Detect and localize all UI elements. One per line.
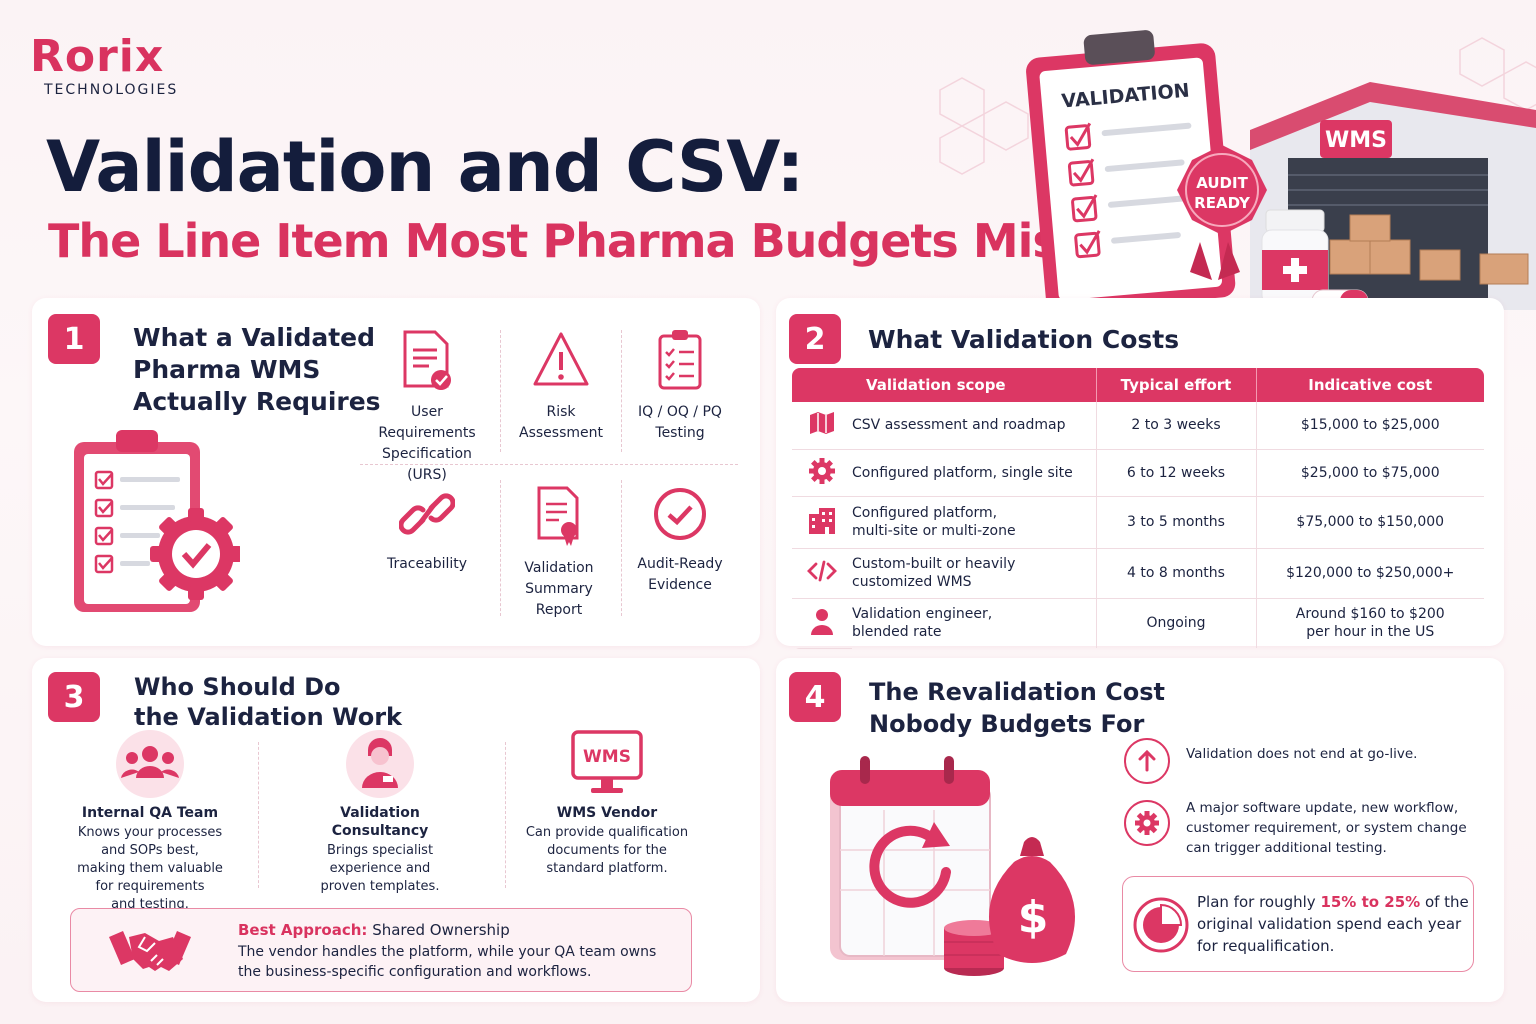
- plan-highlight: 15% to 25%: [1320, 893, 1421, 911]
- plan-box: Plan for roughly 15% to 25% of the origi…: [1122, 876, 1474, 972]
- who-consultancy: Validation Consultancy Brings specialist…: [295, 728, 465, 896]
- best-approach-box: Best Approach: Shared Ownership The vend…: [70, 908, 692, 992]
- badge-line2: READY: [1194, 194, 1251, 212]
- link-icon: [399, 493, 455, 535]
- certificate-icon: [537, 486, 579, 546]
- team-icon: [116, 730, 184, 798]
- col-header-cost: Indicative cost: [1255, 368, 1484, 402]
- page-title: Validation and CSV:: [46, 126, 804, 208]
- col-header-scope: Validation scope: [792, 368, 1096, 402]
- section-title: What a Validated Pharma WMS Actually Req…: [133, 323, 381, 416]
- brand-logo: Rorix TECHNOLOGIES: [30, 32, 200, 104]
- cost-table: Validation scope Typical effort Indicati…: [792, 368, 1484, 649]
- table-row: Configured platform, multi-site or multi-…: [792, 496, 1484, 549]
- calendar-money-icon: $: [830, 756, 1075, 976]
- req-audit-evidence: Audit-Ready Evidence: [615, 484, 745, 596]
- warehouse-label: WMS: [1325, 128, 1387, 153]
- section-number: 3: [48, 672, 100, 722]
- medicine-bottle-icon: [1261, 209, 1329, 306]
- req-urs: User Requirements Specification (URS): [362, 328, 492, 486]
- reval-point-1: Validation does not end at go-live.: [1186, 746, 1418, 762]
- req-risk: Risk Assessment: [496, 328, 626, 444]
- person-icon: [811, 609, 833, 635]
- section-number: 2: [789, 314, 841, 364]
- table-row: Validation engineer, blended rate Ongoing…: [792, 598, 1484, 649]
- req-traceability: Traceability: [362, 484, 492, 575]
- section-title: Who Should Do the Validation Work: [134, 673, 403, 731]
- monitor-icon: WMS: [571, 730, 643, 793]
- req-summary-report: Validation Summary Report: [494, 484, 624, 621]
- table-row: Custom-built or heavily customized WMS 4 …: [792, 548, 1484, 599]
- map-icon: [810, 412, 834, 435]
- badge-line1: AUDIT: [1196, 174, 1248, 192]
- arrow-up-icon: [1124, 738, 1170, 784]
- best-label: Best Approach:: [238, 921, 368, 939]
- money-bag-icon: $: [989, 837, 1075, 963]
- section-title: The Revalidation Cost Nobody Budgets For: [869, 678, 1166, 738]
- best-value: Shared Ownership: [372, 921, 510, 939]
- consultant-icon: [346, 730, 414, 798]
- check-circle-icon: [654, 488, 706, 540]
- clipboard-gear-icon: [74, 430, 240, 612]
- warning-icon: [533, 332, 589, 386]
- page-subtitle: The Line Item Most Pharma Budgets Miss: [48, 214, 1086, 268]
- best-desc: The vendor handles the platform, while y…: [238, 944, 657, 980]
- code-icon: [807, 560, 837, 582]
- reval-point-2: A major software update, new workflow, c…: [1186, 800, 1467, 856]
- hero-illustration: WMS VALIDATION AUDIT READY: [939, 30, 1536, 310]
- pie-chart-icon: [1133, 897, 1189, 953]
- who-vendor: WMS WMS Vendor Can provide qualification…: [522, 728, 692, 878]
- brand-sub: TECHNOLOGIES: [44, 82, 179, 98]
- clipboard-icon: VALIDATION: [1026, 30, 1236, 310]
- audit-ready-badge: AUDIT READY: [1177, 145, 1267, 280]
- checklist-icon: [658, 330, 702, 390]
- svg-text:WMS: WMS: [583, 747, 631, 767]
- gear-icon: [1124, 800, 1170, 846]
- table-row: Configured platform, single site 6 to 12…: [792, 449, 1484, 497]
- table-row: CSV assessment and roadmap 2 to 3 weeks …: [792, 402, 1484, 450]
- section-number: 4: [789, 672, 841, 722]
- section-number: 1: [48, 314, 100, 364]
- section-title: What Validation Costs: [868, 325, 1180, 354]
- col-header-effort: Typical effort: [1095, 368, 1256, 402]
- who-internal-qa: Internal QA Team Knows your processes and…: [65, 728, 235, 914]
- building-icon: [809, 508, 835, 534]
- req-iq-oq-pq: IQ / OQ / PQ Testing: [615, 328, 745, 444]
- svg-text:$: $: [1018, 892, 1049, 943]
- document-check-icon: [403, 330, 451, 390]
- brand-name: Rorix: [30, 31, 165, 82]
- gear-icon: [809, 457, 835, 484]
- handshake-icon: [109, 931, 191, 971]
